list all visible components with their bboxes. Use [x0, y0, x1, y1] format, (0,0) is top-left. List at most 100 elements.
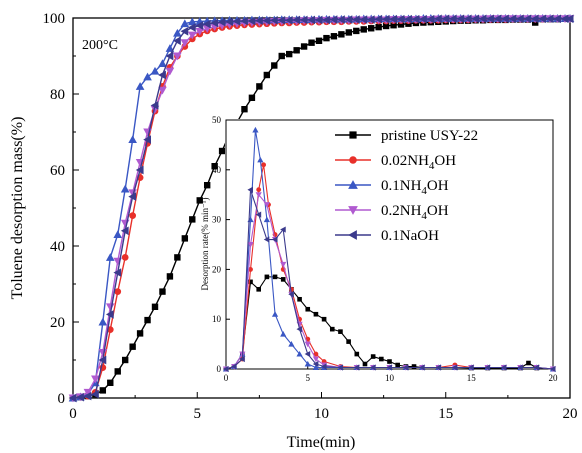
inset-point-0-2nh4oh: [247, 242, 254, 248]
main-point-pristine-usy-22: [129, 343, 136, 350]
main-point-0-1naoh: [404, 14, 412, 24]
inset-plot: 0 5 10 15 20 0 10 20 30 40 50 Desorption rate(% mi…: [200, 115, 558, 383]
inset-point-0-1naoh: [320, 363, 327, 370]
inset-ticks: 0 5 10 15 20 0 10 20 30 40 50: [212, 115, 558, 383]
main-point-pristine-usy-22: [107, 379, 114, 386]
main-point-pristine-usy-22: [181, 235, 189, 242]
main-point-0-1naoh: [426, 14, 435, 24]
main-point-pristine-usy-22: [375, 23, 382, 31]
main-point-pristine-usy-22: [114, 368, 121, 375]
legend-item-0-02nh4oh: 0.02NH4OH: [335, 153, 456, 172]
inset-point-0-1naoh: [500, 364, 507, 371]
inset-y-axis-label: Desorption rate(% min⁻¹): [200, 198, 210, 291]
main-point-0-1naoh: [180, 26, 189, 36]
legend-label: 0.2NH4OH: [381, 203, 449, 222]
legend-item-pristine-usy-22: pristine USY-22: [335, 128, 478, 144]
main-point-0-1naoh: [158, 70, 166, 80]
legend: pristine USY-22 0.02NH4OH 0.1NH4OH 0.2NH4OH…: [335, 128, 478, 244]
main-point-pristine-usy-22: [99, 387, 107, 394]
inset-point-0-1naoh: [451, 364, 458, 371]
legend-swatch-marker: [349, 156, 357, 164]
main-point-0-1naoh: [374, 14, 383, 24]
main-point-0-2nh4oh: [165, 67, 175, 76]
inset-point-0-1naoh: [549, 365, 556, 373]
main-point-pristine-usy-22: [136, 330, 144, 337]
main-x-tick-label: 10: [314, 406, 329, 422]
inset-point-pristine-usy-22: [264, 274, 270, 280]
main-point-0-1naoh: [448, 14, 457, 24]
inset-point-0-1naoh: [402, 364, 409, 371]
main-point-0-1naoh: [322, 15, 330, 25]
inset-point-0-1nh4oh: [252, 126, 259, 133]
main-point-0-1naoh: [501, 14, 509, 24]
main-point-pristine-usy-22: [285, 50, 293, 58]
main-point-0-1naoh: [292, 15, 301, 25]
inset-point-0-1naoh: [304, 350, 311, 358]
legend-item-0-2nh4oh: 0.2NH4OH: [335, 203, 449, 222]
inset-point-pristine-usy-22: [313, 311, 319, 317]
inset-point-0-1naoh: [288, 291, 294, 298]
main-point-0-1naoh: [113, 268, 122, 277]
inset-point-pristine-usy-22: [526, 360, 531, 366]
main-point-pristine-usy-22: [196, 197, 203, 204]
main-point-0-1naoh: [515, 14, 524, 24]
inset-y-tick-label: 0: [217, 364, 222, 374]
main-point-pristine-usy-22: [174, 254, 181, 261]
main-point-0-1naoh: [508, 14, 517, 24]
inset-point-0-1nh4oh: [280, 331, 287, 337]
main-x-tick-label: 0: [69, 406, 77, 422]
inset-y-tick-label: 40: [212, 165, 222, 175]
main-point-pristine-usy-22: [293, 47, 300, 54]
inset-point-0-1naoh: [468, 364, 474, 371]
main-point-pristine-usy-22: [390, 22, 397, 29]
inset-point-0-2nh4oh: [263, 202, 270, 208]
inset-point-0-1naoh: [353, 364, 360, 371]
inset-point-0-2nh4oh: [255, 192, 262, 198]
main-point-pristine-usy-22: [256, 83, 263, 90]
inset-point-pristine-usy-22: [346, 339, 351, 344]
main-point-0-1naoh: [187, 23, 196, 32]
main-point-0-1naoh: [68, 393, 77, 403]
inset-point-pristine-usy-22: [256, 287, 261, 292]
main-point-0-1naoh: [284, 15, 293, 25]
inset-point-0-1nh4oh: [296, 350, 303, 357]
main-point-0-1naoh: [262, 16, 271, 25]
inset-point-0-2nh4oh: [280, 261, 287, 268]
main-point-0-1naoh: [337, 15, 345, 24]
main-y-tick-label: 80: [50, 87, 65, 103]
inset-point-0-1nh4oh: [257, 156, 264, 163]
inset-point-pristine-usy-22: [272, 274, 278, 280]
main-point-pristine-usy-22: [308, 39, 315, 46]
main-point-0-1naoh: [538, 14, 547, 24]
inset-y-tick-label: 30: [212, 215, 222, 225]
main-point-0-1nh4oh: [135, 82, 145, 90]
inset-point-0-1nh4oh: [312, 364, 320, 370]
inset-point-pristine-usy-22: [370, 354, 376, 359]
inset-y-tick-label: 50: [212, 115, 222, 125]
inset-point-0-1naoh: [280, 226, 286, 233]
main-point-0-1naoh: [120, 226, 129, 236]
main-point-0-2nh4oh: [180, 39, 190, 48]
main-point-pristine-usy-22: [271, 62, 278, 69]
inset-point-pristine-usy-22: [395, 362, 400, 368]
inset-point-pristine-usy-22: [305, 306, 311, 312]
main-x-tick-label: 20: [563, 406, 578, 422]
main-point-0-1naoh: [411, 14, 420, 24]
inset-point-0-1naoh: [435, 364, 442, 371]
inset-point-pristine-usy-22: [280, 277, 286, 282]
inset-point-0-1nh4oh: [288, 340, 295, 347]
legend-item-0-1naoh: 0.1NaOH: [335, 228, 439, 244]
main-point-0-2nh4oh: [158, 86, 167, 95]
temperature-annotation: 200°C: [82, 38, 118, 53]
main-point-0-2nh4oh: [187, 31, 197, 40]
main-point-0-1naoh: [247, 16, 256, 26]
inset-point-0-02nh4oh: [261, 162, 267, 168]
inset-y-tick-label: 10: [212, 314, 222, 324]
main-point-0-1naoh: [419, 14, 427, 24]
legend-swatch-marker: [348, 206, 358, 215]
main-point-0-1naoh: [299, 15, 308, 25]
main-x-tick-label: 15: [438, 406, 453, 422]
main-point-0-1nh4oh: [158, 59, 167, 68]
